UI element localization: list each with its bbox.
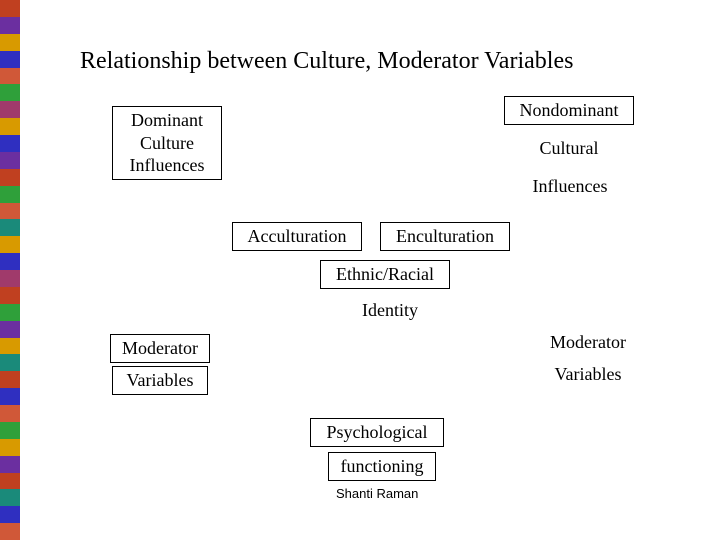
node-dominant-culture: DominantCultureInfluences [112, 106, 222, 180]
sidebar-segment [0, 489, 20, 506]
sidebar-segment [0, 422, 20, 439]
sidebar-segment [0, 84, 20, 101]
sidebar-segment [0, 0, 20, 17]
sidebar-segment [0, 101, 20, 118]
sidebar-segment [0, 203, 20, 220]
node-moderator-left-line2: Variables [112, 366, 208, 395]
node-nondominant-line3: Influences [520, 174, 620, 199]
node-enculturation: Enculturation [380, 222, 510, 251]
node-line: Influences [130, 154, 205, 177]
sidebar-segment [0, 17, 20, 34]
sidebar-segment [0, 51, 20, 68]
sidebar-segment [0, 236, 20, 253]
sidebar-segment [0, 506, 20, 523]
node-line: Dominant [131, 109, 203, 132]
sidebar-segment [0, 371, 20, 388]
sidebar-segment [0, 304, 20, 321]
sidebar-segment [0, 34, 20, 51]
node-nondominant-line2: Cultural [524, 136, 614, 161]
sidebar-segment [0, 388, 20, 405]
footer-credit: Shanti Raman [336, 486, 418, 501]
sidebar-segment [0, 68, 20, 85]
sidebar-segment [0, 135, 20, 152]
sidebar-segment [0, 456, 20, 473]
node-functioning: functioning [328, 452, 436, 481]
node-ethnic-racial: Ethnic/Racial [320, 260, 450, 289]
sidebar-segment [0, 287, 20, 304]
sidebar-segment [0, 219, 20, 236]
node-line: Culture [140, 132, 194, 155]
node-psychological: Psychological [310, 418, 444, 447]
sidebar-segment [0, 321, 20, 338]
sidebar-segment [0, 354, 20, 371]
sidebar-segment [0, 270, 20, 287]
sidebar-segment [0, 523, 20, 540]
node-nondominant-line1: Nondominant [504, 96, 634, 125]
node-moderator-right-line2: Variables [540, 362, 636, 387]
sidebar-segment [0, 338, 20, 355]
page-title: Relationship between Culture, Moderator … [80, 48, 573, 75]
sidebar-segment [0, 169, 20, 186]
sidebar-segment [0, 439, 20, 456]
sidebar-segment [0, 152, 20, 169]
node-identity: Identity [350, 298, 430, 323]
sidebar-segment [0, 118, 20, 135]
decorative-sidebar [0, 0, 20, 540]
node-moderator-right-line1: Moderator [538, 330, 638, 355]
sidebar-segment [0, 253, 20, 270]
sidebar-segment [0, 405, 20, 422]
node-moderator-left-line1: Moderator [110, 334, 210, 363]
node-acculturation: Acculturation [232, 222, 362, 251]
sidebar-segment [0, 473, 20, 490]
sidebar-segment [0, 186, 20, 203]
